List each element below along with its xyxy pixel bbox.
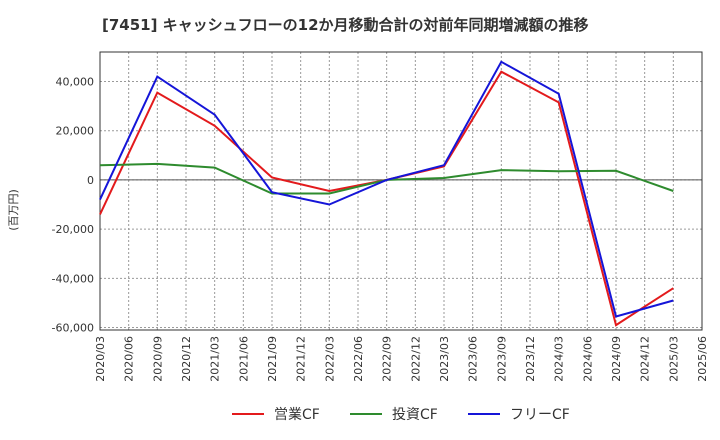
- x-tick-label: 2022/12: [409, 336, 422, 382]
- x-tick-label: 2024/12: [639, 336, 652, 382]
- x-tick-label: 2025/06: [696, 336, 709, 382]
- x-tick-label: 2024/06: [581, 336, 594, 382]
- y-axis-label: (百万円): [7, 189, 20, 231]
- x-tick-label: 2023/09: [495, 336, 508, 382]
- x-tick-label: 2020/12: [180, 336, 193, 382]
- x-axis: 2020/03 2020/06 2020/09 2020/12 2021/03 2021/…: [94, 336, 709, 382]
- y-axis: -60,000 -40,000 -20,000 0 20,000 40,000: [52, 76, 94, 335]
- x-tick-label: 2024/03: [553, 336, 566, 382]
- plot-frame: [99, 51, 703, 331]
- chart-title: [7451] キャッシュフローの12か月移動合計の対前年同期増減額の推移: [102, 16, 589, 34]
- x-tick-label: 2022/06: [352, 336, 365, 382]
- x-tick-label: 2021/06: [237, 336, 250, 382]
- x-tick-label: 2022/09: [381, 336, 394, 382]
- grid: [99, 52, 703, 330]
- y-tick-label: 20,000: [56, 125, 95, 138]
- x-tick-label: 2025/03: [667, 336, 680, 382]
- y-tick-label: -40,000: [52, 272, 94, 285]
- y-tick-label: 40,000: [56, 76, 95, 89]
- x-tick-label: 2020/06: [123, 336, 136, 382]
- x-tick-label: 2023/12: [524, 336, 537, 382]
- legend: 営業CF 投資CF フリーCF: [232, 407, 570, 423]
- legend-label: 投資CF: [392, 407, 438, 423]
- y-tick-label: -20,000: [52, 223, 94, 236]
- x-tick-label: 2021/09: [266, 336, 279, 382]
- y-tick-label: 0: [87, 174, 94, 187]
- x-tick-label: 2021/03: [209, 336, 222, 382]
- series-lines: [99, 60, 674, 327]
- x-tick-label: 2023/06: [467, 336, 480, 382]
- y-tick-label: -60,000: [52, 322, 94, 335]
- x-tick-label: 2020/03: [94, 336, 107, 382]
- series-line: [99, 60, 674, 318]
- x-tick-label: 2020/09: [151, 336, 164, 382]
- legend-label: 営業CF: [274, 407, 320, 423]
- x-tick-label: 2023/03: [438, 336, 451, 382]
- x-tick-label: 2022/03: [323, 336, 336, 382]
- x-tick-label: 2021/12: [295, 336, 308, 382]
- x-tick-label: 2024/09: [610, 336, 623, 382]
- legend-label: フリーCF: [510, 407, 570, 423]
